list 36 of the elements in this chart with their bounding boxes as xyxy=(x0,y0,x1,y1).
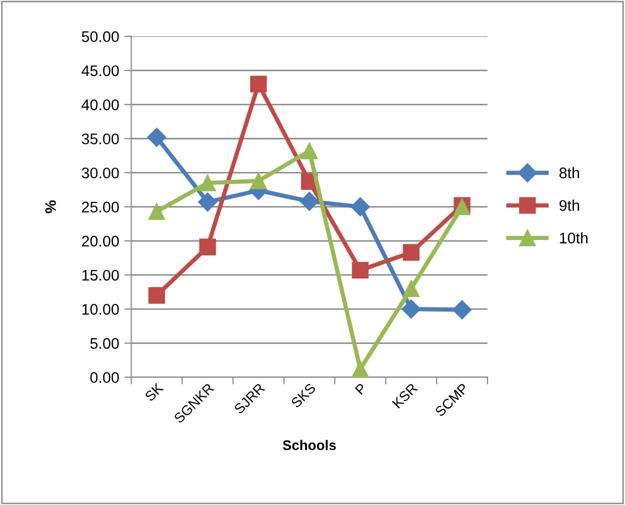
point xyxy=(402,244,420,261)
y-tick-label: 50.00 xyxy=(82,31,119,42)
point xyxy=(402,280,420,297)
legend-label: 10th xyxy=(560,232,588,244)
point xyxy=(352,360,369,378)
legend-label: 9th xyxy=(560,200,580,211)
x-axis-title: Schools xyxy=(282,440,336,450)
y-tick-label: 45.00 xyxy=(82,65,119,76)
point xyxy=(198,192,218,212)
y-tick-label: 20.00 xyxy=(82,236,119,247)
point xyxy=(352,262,369,279)
x-tick-label: P xyxy=(354,382,367,395)
point xyxy=(452,300,472,320)
point xyxy=(300,192,319,211)
point xyxy=(148,203,166,220)
y-tick-label: 0.00 xyxy=(90,372,119,383)
point xyxy=(350,197,370,216)
y-tick-label: 40.00 xyxy=(82,99,119,110)
y-tick-label: 10.00 xyxy=(82,304,119,315)
point xyxy=(199,174,216,192)
point xyxy=(147,128,166,147)
y-tick-label: 35.00 xyxy=(82,133,119,144)
point xyxy=(250,172,267,190)
x-tick-label: SK xyxy=(144,382,164,402)
point xyxy=(199,238,216,256)
y-tick-label: 30.00 xyxy=(82,168,119,178)
y-axis-title: % xyxy=(45,200,56,214)
point xyxy=(301,142,318,160)
legend-label: 8th xyxy=(559,167,580,178)
point xyxy=(250,76,267,92)
y-tick-label: 25.00 xyxy=(82,202,119,212)
x-tick-label: SKS xyxy=(290,382,316,408)
point xyxy=(148,287,166,304)
y-tick-label: 5.00 xyxy=(90,338,119,349)
point xyxy=(402,300,421,319)
y-tick-label: 15.00 xyxy=(82,270,119,281)
